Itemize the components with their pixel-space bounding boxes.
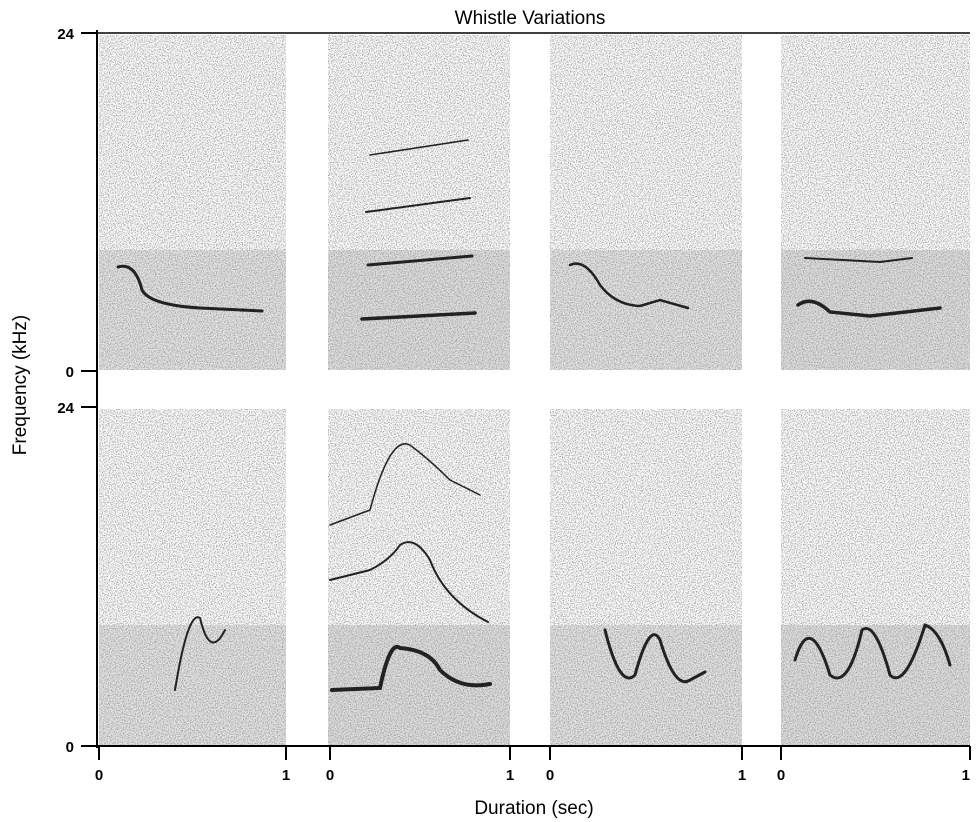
- contour: [329, 541, 489, 623]
- noise-band: [781, 250, 970, 370]
- x-tick-label: 1: [738, 767, 746, 784]
- noise-band: [328, 250, 510, 370]
- contour: [116, 264, 264, 313]
- x-tick-label: 0: [546, 767, 554, 784]
- contour: [329, 443, 481, 526]
- x-axis-label: Duration (sec): [474, 798, 593, 819]
- noise-band: [550, 250, 742, 370]
- contour: [174, 616, 226, 691]
- contour: [796, 299, 942, 318]
- contour: [369, 139, 469, 156]
- row-bottom: [99, 409, 970, 745]
- contour: [365, 197, 471, 213]
- contour: [804, 257, 913, 264]
- axes: 24 0 24 0 0 1 0 1 0 1 0 1: [57, 26, 971, 784]
- contour: [360, 311, 477, 321]
- x-tick-label: 0: [95, 767, 103, 784]
- spectrogram: [550, 409, 742, 745]
- x-tick-label: 0: [777, 767, 785, 784]
- contour: [793, 623, 952, 680]
- spectrogram: [99, 409, 286, 745]
- contour: [568, 262, 690, 310]
- spectrogram: [781, 409, 970, 745]
- panels: [99, 35, 970, 745]
- spectrogram: [99, 35, 286, 370]
- x-tick-label: 1: [506, 767, 514, 784]
- x-tick-label: 1: [282, 767, 290, 784]
- contour: [366, 254, 474, 267]
- y-tick-label: 24: [57, 400, 74, 417]
- whistle-contours: [116, 139, 952, 692]
- noise-band: [99, 625, 286, 745]
- contour: [603, 628, 707, 684]
- noise-band: [781, 625, 970, 745]
- y-axis-label: Frequency (kHz): [10, 315, 31, 455]
- y-tick-label: 0: [66, 739, 74, 756]
- contour: [330, 644, 492, 692]
- spectrogram: [328, 35, 510, 370]
- spectrogram: [550, 35, 742, 370]
- y-tick-label: 24: [57, 26, 74, 43]
- x-tick-label: 0: [326, 767, 334, 784]
- chart-title: Whistle Variations: [455, 8, 606, 29]
- y-tick-label: 0: [66, 364, 74, 381]
- row-top: [99, 35, 970, 370]
- x-tick-label: 1: [962, 767, 970, 784]
